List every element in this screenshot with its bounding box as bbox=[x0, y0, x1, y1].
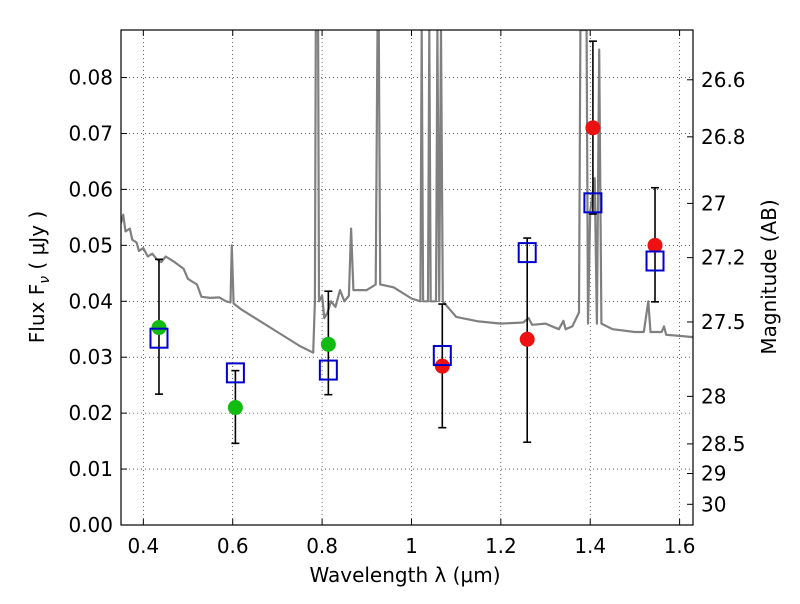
model-flux-square bbox=[645, 250, 665, 272]
model-flux-square bbox=[225, 362, 245, 384]
errorbars bbox=[154, 40, 660, 445]
flux-point bbox=[227, 400, 243, 416]
flux-point bbox=[585, 120, 601, 136]
y-axis-title-sub: ν bbox=[37, 276, 53, 284]
y-axis-title-main: Flux F bbox=[25, 284, 49, 343]
y-tick-label: 0.08 bbox=[68, 66, 113, 90]
flux-point bbox=[151, 320, 167, 336]
y2-tick-label: 26.6 bbox=[701, 68, 746, 92]
y-tick-label: 0.05 bbox=[68, 233, 113, 257]
flux-point bbox=[434, 358, 450, 374]
model-flux-square bbox=[517, 242, 537, 264]
x-tick-label: 0.8 bbox=[306, 534, 338, 558]
y-tick-label: 0.07 bbox=[68, 121, 113, 145]
x-tick-label: 1.2 bbox=[485, 534, 517, 558]
y2-tick-label: 27.5 bbox=[701, 310, 746, 334]
sed-spectrum-line bbox=[121, 30, 693, 354]
y-tick-label: 0.03 bbox=[68, 345, 113, 369]
model-flux-square bbox=[149, 327, 169, 349]
y2-tick-label: 30 bbox=[701, 492, 726, 516]
plot-frame bbox=[120, 29, 694, 526]
model-flux-square bbox=[318, 359, 338, 381]
y2-tick-label: 28 bbox=[701, 384, 726, 408]
y-tick-label: 0.06 bbox=[68, 177, 113, 201]
y-tick-label: 0.01 bbox=[68, 457, 113, 481]
y2-tick-label: 28.5 bbox=[701, 432, 746, 456]
gridlines bbox=[121, 30, 693, 526]
x-tick-label: 1.4 bbox=[574, 534, 606, 558]
flux-point bbox=[320, 336, 336, 352]
y2-tick-label: 26.8 bbox=[701, 125, 746, 149]
y-tick-label: 0.02 bbox=[68, 401, 113, 425]
model-flux-square bbox=[432, 345, 452, 367]
y-tick-label: 0.00 bbox=[68, 513, 113, 537]
y-axis-title-unit: ( μJy ) bbox=[25, 211, 49, 276]
y-tick-label: 0.04 bbox=[68, 289, 113, 313]
x-axis-title: Wavelength λ (μm) bbox=[309, 563, 500, 587]
y-axis-title: Flux Fν ( μJy ) bbox=[25, 211, 53, 343]
flux-point bbox=[519, 331, 535, 347]
x-tick-label: 1 bbox=[405, 534, 418, 558]
x-tick-label: 0.4 bbox=[127, 534, 159, 558]
x-tick-label: 0.6 bbox=[217, 534, 249, 558]
data-points bbox=[149, 120, 665, 416]
x-tick-label: 1.6 bbox=[664, 534, 696, 558]
y2-tick-label: 29 bbox=[701, 462, 726, 486]
axis-ticks: 0.4 0.6 0.8 1 1.2 1.4 1.6 0.00 0.01 0.02 0.03 0.04 0… bbox=[68, 30, 746, 558]
sed-layer bbox=[121, 30, 693, 354]
model-flux-square bbox=[583, 192, 603, 214]
flux-point bbox=[647, 237, 663, 253]
y2-axis-title: Magnitude (AB) bbox=[757, 199, 781, 354]
y2-tick-label: 27 bbox=[701, 191, 726, 215]
y2-tick-label: 27.2 bbox=[701, 246, 746, 270]
